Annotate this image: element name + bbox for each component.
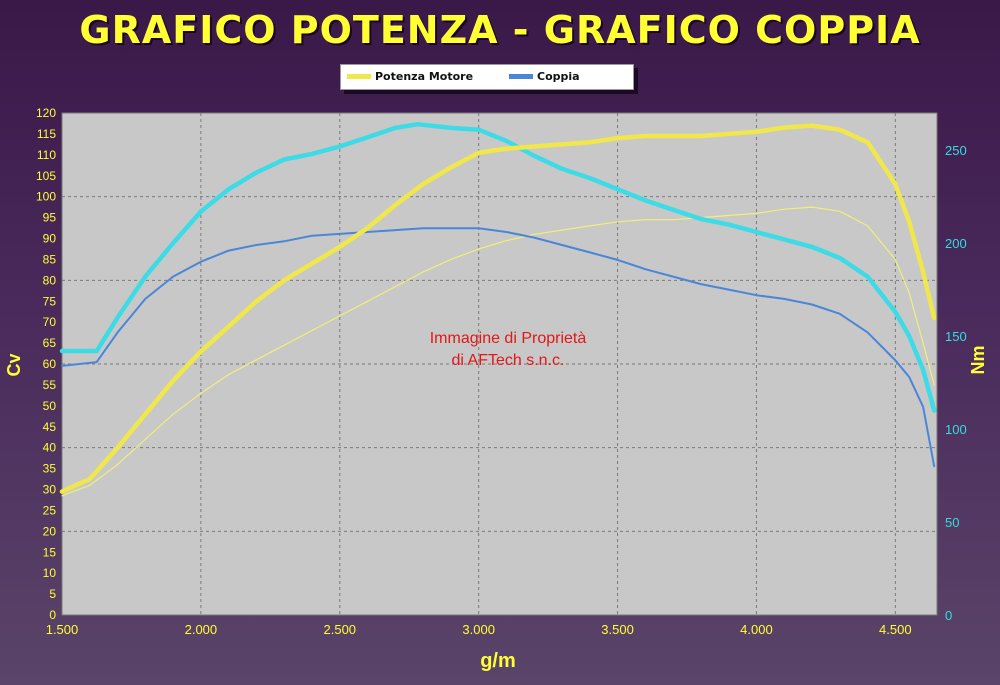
legend-item-torque: Coppia: [509, 70, 580, 83]
y-axis-left: 0 5 10 15 20 25 30 35 40 45 50 55 60 65 70 75 80 85 90 95 10…: [36, 106, 56, 622]
y-axis-right-label: Nm: [968, 345, 988, 374]
y-left-tick-label: 25: [43, 503, 57, 517]
legend-label-torque: Coppia: [537, 70, 580, 83]
y-left-tick-label: 100: [36, 190, 56, 204]
y-left-tick-label: 10: [43, 566, 57, 580]
x-tick-label: 4.500: [879, 622, 912, 637]
y-axis-right: 0 50 100 150 200 250: [945, 143, 967, 623]
x-tick-label: 2.000: [185, 622, 218, 637]
chart-title: GRAFICO POTENZA - GRAFICO COPPIA: [79, 8, 921, 52]
legend: Potenza Motore Coppia: [340, 64, 634, 90]
y-right-tick-label: 0: [945, 608, 952, 623]
y-axis-left-label: Cv: [4, 353, 24, 376]
x-tick-label: 3.500: [601, 622, 634, 637]
y-left-tick-label: 35: [43, 462, 57, 476]
series-power-thick: [59, 123, 937, 494]
y-left-tick-label: 85: [43, 252, 57, 266]
legend-label-power: Potenza Motore: [375, 70, 474, 83]
y-left-tick-label: 90: [43, 232, 57, 246]
y-left-tick-label: 5: [49, 587, 56, 601]
y-left-tick-label: 110: [37, 148, 56, 162]
x-tick-label: 1.500: [46, 622, 79, 637]
y-left-tick-label: 80: [43, 273, 57, 287]
y-left-tick-label: 120: [36, 106, 56, 120]
series-torque-thin: [61, 227, 936, 468]
y-left-tick-label: 40: [43, 441, 57, 455]
y-right-tick-label: 200: [945, 236, 967, 251]
y-right-tick-label: 250: [945, 143, 967, 158]
x-axis-label: g/m: [480, 650, 516, 672]
x-tick-label: 3.000: [462, 622, 495, 637]
x-tick-label: 2.500: [324, 622, 357, 637]
series-group: [59, 121, 937, 497]
y-right-tick-label: 100: [945, 422, 967, 437]
series-power-thin: [61, 206, 935, 497]
x-axis: 1.500 2.000 2.500 3.000 3.500 4.000 4.500: [46, 622, 912, 637]
y-left-tick-label: 30: [43, 483, 57, 497]
legend-swatch-torque: [509, 74, 533, 79]
legend-swatch-power: [347, 74, 371, 79]
y-left-tick-label: 60: [43, 357, 57, 371]
legend-item-power: Potenza Motore: [347, 70, 473, 83]
y-left-tick-label: 45: [43, 420, 57, 434]
grid: [62, 113, 937, 615]
y-left-tick-label: 70: [43, 315, 57, 329]
y-left-tick-label: 65: [43, 336, 57, 350]
y-left-tick-label: 0: [49, 608, 56, 622]
y-right-tick-label: 150: [945, 329, 967, 344]
watermark-line-1: Immagine di Proprietà: [430, 330, 587, 347]
y-left-tick-label: 50: [43, 399, 57, 413]
y-left-tick-label: 75: [43, 294, 57, 308]
y-left-tick-label: 95: [43, 211, 57, 225]
y-left-tick-label: 20: [43, 524, 57, 538]
y-left-tick-label: 15: [43, 545, 57, 559]
y-left-tick-label: 55: [43, 378, 57, 392]
y-left-tick-label: 115: [37, 127, 56, 141]
y-left-tick-label: 105: [36, 169, 56, 183]
x-tick-label: 4.000: [740, 622, 773, 637]
y-right-tick-label: 50: [945, 515, 959, 530]
watermark-line-2: di AFTech s.n.c.: [452, 352, 565, 369]
